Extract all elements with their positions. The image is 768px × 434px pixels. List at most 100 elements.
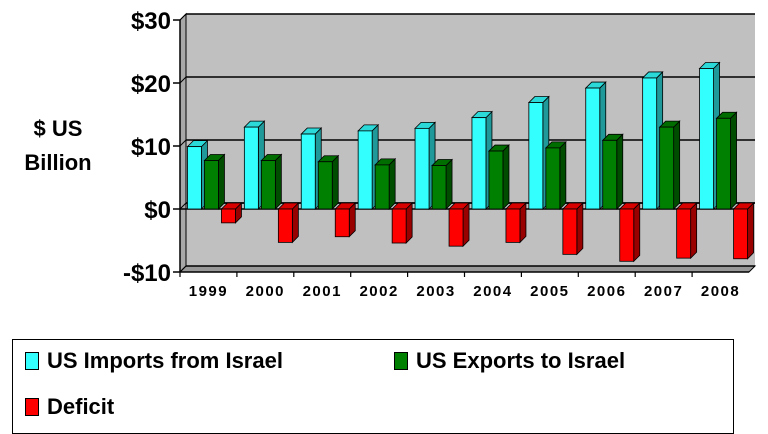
bar-front (488, 150, 504, 210)
gridline-depth (179, 76, 187, 84)
legend-item-deficit: Deficit (25, 394, 114, 420)
legend-label-imports: US Imports from Israel (47, 348, 283, 373)
bar-front (602, 139, 618, 210)
legend-label-deficit: Deficit (47, 394, 115, 419)
legend-swatch-exports (394, 352, 408, 370)
bar-front (699, 68, 714, 210)
bar-front (414, 127, 430, 210)
legend-label-exports: US Exports to Israel (416, 348, 626, 373)
bar (527, 95, 550, 210)
bar-front (243, 126, 259, 210)
bar-front (733, 208, 748, 260)
x-tick-label: 2001 (303, 283, 342, 300)
y-axis-label-line-2: Billion (24, 150, 92, 175)
bar-side (730, 111, 737, 210)
bar-side (218, 153, 225, 210)
bar-side (690, 202, 698, 260)
bar (203, 153, 226, 210)
gridline-depth (179, 139, 187, 147)
bar-side (291, 202, 299, 244)
bar-front (505, 208, 521, 243)
bar-side (388, 157, 396, 210)
y-tick-label: -$10 (123, 260, 171, 287)
bar-side (616, 133, 624, 210)
legend-swatch-deficit (25, 398, 39, 416)
bar (715, 111, 738, 210)
bar-front (277, 208, 293, 243)
bar (334, 202, 357, 238)
bar-front (676, 208, 692, 259)
bar-front (659, 126, 675, 210)
bar (431, 158, 454, 210)
bar (260, 153, 283, 210)
bar-front (260, 160, 276, 210)
bar (317, 154, 340, 210)
bar (658, 120, 681, 210)
x-tick-label: 2002 (359, 283, 398, 300)
legend-item-exports: US Exports to Israel (394, 348, 625, 374)
bar (220, 202, 243, 224)
bar-side (673, 120, 681, 210)
y-tick-label: $0 (144, 197, 171, 224)
bar-front (642, 77, 658, 210)
bar-front (317, 161, 333, 210)
bar (374, 157, 397, 210)
x-tick-label: 2006 (587, 283, 626, 300)
bar-front (300, 133, 316, 210)
bar-front (374, 164, 390, 210)
bar (448, 202, 471, 248)
bar (618, 202, 641, 263)
bar-front (431, 165, 447, 210)
x-tick-label: 1999 (189, 283, 228, 300)
bar-side (576, 202, 584, 256)
bar (675, 202, 698, 260)
bar-front (528, 102, 544, 210)
bar-side (747, 202, 754, 260)
bar-front (585, 87, 601, 210)
bar-side (559, 140, 567, 210)
bar-side (462, 202, 470, 248)
legend-swatch-imports (25, 352, 39, 370)
y-tick-label: $10 (131, 134, 171, 161)
bar-side (502, 144, 510, 210)
bar-front (562, 208, 578, 255)
bar-side (274, 153, 282, 210)
y-tick-label: $20 (131, 71, 171, 98)
bar-side (633, 202, 641, 263)
bar-front (545, 147, 561, 210)
bar-side (519, 202, 527, 244)
legend-item-imports: US Imports from Israel (25, 348, 283, 374)
bar-front (619, 208, 635, 262)
bar-side (405, 202, 413, 244)
bar (391, 202, 414, 244)
bar-front (448, 208, 464, 247)
legend: US Imports from Israel US Exports to Isr… (12, 339, 734, 434)
bar-front (357, 130, 373, 210)
bar (277, 202, 300, 244)
bar (601, 133, 624, 210)
y-axis-label-line-1: $ US (33, 116, 83, 141)
y-axis-label: $ US Billion (8, 112, 108, 180)
y-tick-label: $30 (131, 8, 171, 35)
bar (504, 202, 527, 244)
x-tick-label: 2003 (416, 283, 455, 300)
plot-floor (178, 265, 757, 273)
bar (186, 139, 209, 210)
x-tick-label: 2005 (530, 283, 569, 300)
x-tick-label: 2004 (473, 283, 512, 300)
bar (732, 202, 755, 260)
bar (487, 144, 510, 210)
bar-front (716, 117, 731, 210)
x-tick-label: 2000 (246, 283, 285, 300)
bar-front (187, 146, 202, 210)
gridline-depth (179, 13, 187, 21)
bar (561, 202, 584, 256)
bar-front (221, 208, 236, 224)
x-tick-label: 2008 (701, 283, 740, 300)
bar-side (331, 154, 339, 210)
bar-front (334, 208, 350, 238)
bar-side (445, 158, 453, 210)
bar-front (391, 208, 407, 244)
gridline-depth (179, 202, 187, 210)
